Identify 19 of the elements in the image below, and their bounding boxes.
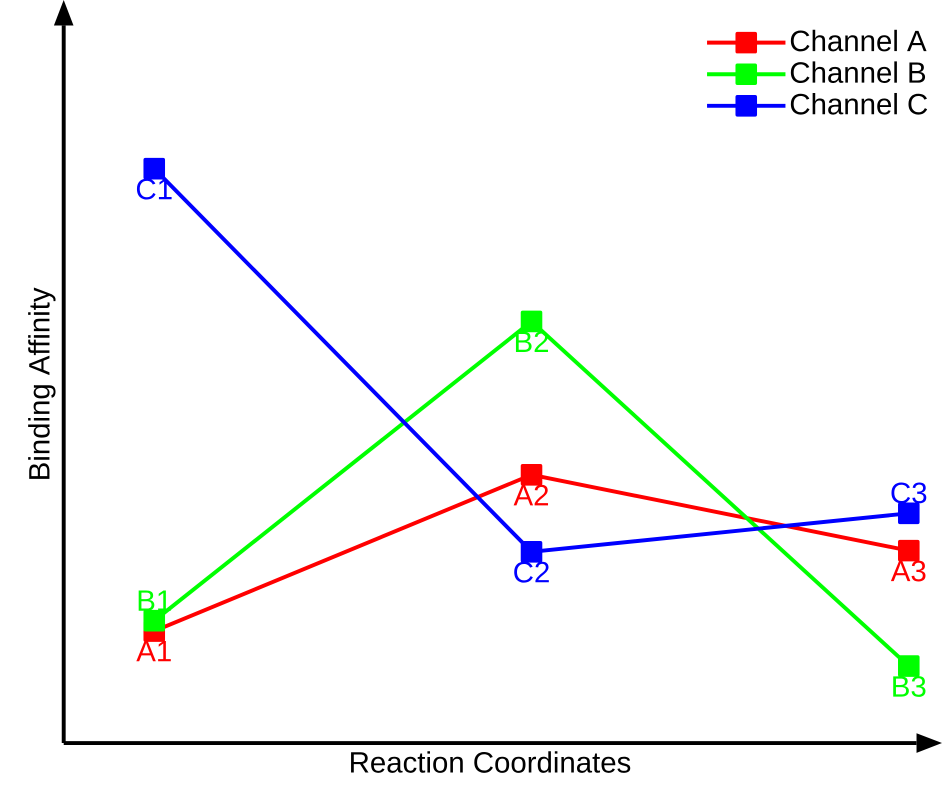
legend-label: Channel C <box>790 92 928 115</box>
annotation: C3 <box>891 482 926 504</box>
annotation: A3 <box>890 560 926 582</box>
x-axis-title: Reaction Coordinates <box>351 751 630 773</box>
point <box>520 541 542 563</box>
legend-label: Channel B <box>790 61 926 83</box>
point <box>520 310 542 332</box>
y-axis-title: Binding Affinity <box>28 287 56 479</box>
point <box>143 158 166 180</box>
point <box>898 502 920 524</box>
legend-label: Channel A <box>790 30 927 52</box>
point <box>898 540 920 562</box>
point <box>143 610 166 632</box>
annotation: A1 <box>136 641 171 662</box>
point <box>520 464 542 486</box>
annotation: A2 <box>514 484 548 506</box>
annotation: B3 <box>893 676 926 697</box>
point <box>898 655 920 677</box>
annotation: C2 <box>514 562 549 583</box>
